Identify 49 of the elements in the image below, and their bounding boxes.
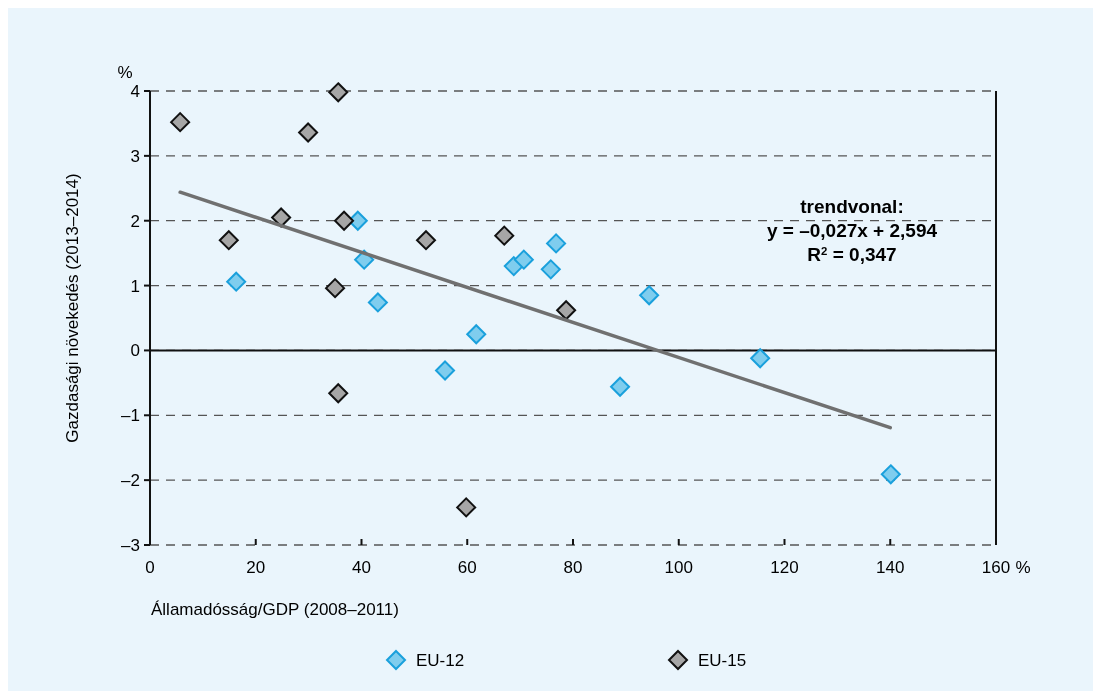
point <box>325 278 346 299</box>
point <box>546 233 567 254</box>
x-tick-label: 120 <box>770 558 799 577</box>
point <box>271 207 292 228</box>
point <box>466 324 487 345</box>
legend-label: EU-15 <box>698 650 747 670</box>
y-tick-label: 4 <box>130 81 140 101</box>
point <box>639 285 660 306</box>
annotation: R$^{2}$ = 0,347 <box>807 244 897 265</box>
y-tick-label: –1 <box>121 406 140 426</box>
point <box>494 225 515 246</box>
y-tick-label: 0 <box>130 341 140 361</box>
point <box>226 271 247 292</box>
point <box>367 292 388 313</box>
text: % <box>1015 558 1031 577</box>
x-axis-title: Államadósság/GDP (2008–2011) <box>151 600 399 619</box>
x-tick-label: 0 <box>145 558 155 577</box>
y-tick-label: –3 <box>121 535 140 555</box>
x-tick-label: 100 <box>664 558 693 577</box>
x-tick-label: 60 <box>457 558 477 577</box>
point <box>610 376 631 397</box>
y-tick-label: 1 <box>130 276 140 296</box>
point <box>328 383 349 404</box>
legend-label: EU-12 <box>416 650 465 670</box>
point <box>328 82 349 103</box>
y-axis-title: Gazdasági növekedés (2013–2014) <box>63 173 82 443</box>
x-tick-label: 140 <box>876 558 905 577</box>
x-tick-label: 20 <box>246 558 266 577</box>
point <box>556 300 577 321</box>
y-tick-label: 2 <box>130 211 140 231</box>
point <box>298 122 319 143</box>
x-tick-label: 160 <box>981 558 1011 577</box>
y-tick-label: –2 <box>121 471 140 491</box>
point <box>750 348 771 369</box>
y-tick-label: 3 <box>130 146 140 166</box>
point <box>880 464 901 485</box>
x-tick-label: 80 <box>563 558 583 577</box>
annotation: y = –0,027x + 2,594 <box>766 220 938 241</box>
point <box>218 230 239 251</box>
point <box>540 259 561 280</box>
annotation: trendvonal: <box>800 196 904 217</box>
point <box>435 360 456 381</box>
point <box>170 112 191 133</box>
x-tick-label: 40 <box>352 558 371 577</box>
text: % <box>117 63 133 82</box>
point <box>334 210 355 231</box>
point <box>456 497 477 518</box>
point <box>416 230 437 251</box>
point <box>513 249 534 270</box>
